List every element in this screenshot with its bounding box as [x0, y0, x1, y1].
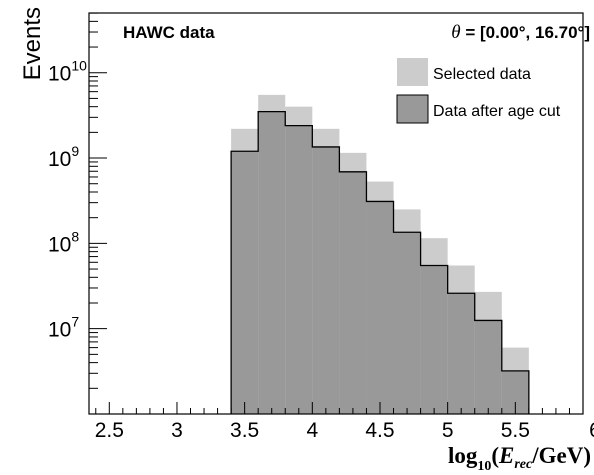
theta-range-text: = [0.00°, 16.70°] [461, 23, 590, 42]
legend-label-selected-data: Selected data [433, 66, 531, 83]
bars-data-after-age-cut [230, 110, 530, 415]
x-tick-label: 4 [306, 419, 318, 442]
annotation-dataset: HAWC data [123, 23, 215, 42]
plot-frame [88, 12, 584, 415]
bar-agecut-8 [447, 293, 475, 414]
axis-ticks: 2.5 3 3.5 4 4.5 5 5.5 6 107 108 109 1010 [48, 12, 594, 442]
x-axis-label: log10(Erec/GeV) [448, 443, 591, 474]
bar-agecut-9 [474, 320, 502, 414]
legend-label-data-after-age-cut: Data after age cut [433, 103, 561, 120]
legend-swatch-selected-data [397, 58, 428, 86]
annotation-theta-range: θ = [0.00°, 16.70°] [451, 22, 590, 43]
legend-swatch-data-after-age-cut [396, 94, 429, 124]
y-tick-label: 107 [48, 314, 79, 342]
step-outline-data-after-age-cut [230, 110, 530, 414]
y-tick-label: 1010 [48, 58, 87, 86]
x-tick-label: 5 [442, 419, 454, 442]
bar-agecut-7 [420, 265, 448, 414]
bar-agecut-1 [258, 111, 286, 414]
x-tick-label: 4.5 [365, 419, 394, 442]
x-tick-label: 3.5 [230, 419, 259, 442]
bar-agecut-5 [366, 201, 394, 414]
y-axis-label: Events [19, 7, 46, 80]
bar-agecut-3 [312, 146, 340, 414]
x-tick-label: 5.5 [501, 419, 530, 442]
legend: Selected data Data after age cut [396, 58, 561, 124]
bar-agecut-6 [393, 232, 421, 414]
bar-agecut-4 [339, 171, 367, 414]
bar-agecut-0 [231, 151, 259, 415]
y-tick-label: 109 [48, 143, 79, 171]
x-tick-label: 6 [589, 419, 594, 442]
x-tick-label: 3 [171, 419, 183, 442]
bar-agecut-2 [285, 125, 313, 414]
y-tick-label: 108 [48, 228, 79, 256]
theta-symbol: θ [451, 22, 460, 43]
x-tick-label: 2.5 [95, 419, 124, 442]
